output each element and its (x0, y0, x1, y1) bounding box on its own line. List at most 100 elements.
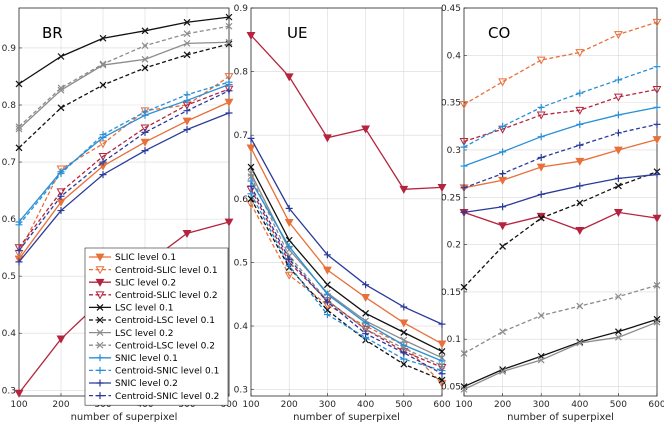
br-y-tick-label: 0.4 (2, 329, 17, 339)
br-series-line (18, 41, 230, 130)
legend: SLIC level 0.1 Centroid-SLIC level 0.1 SLI… (84, 247, 229, 406)
br-data-point (183, 126, 191, 134)
co-data-point (499, 328, 507, 336)
ue-data-point (400, 360, 408, 368)
ue-y-tick-label: 0.3 (234, 386, 248, 396)
legend-marker (96, 329, 104, 337)
ue-series-line (250, 34, 443, 190)
co-series-line (463, 171, 658, 288)
co-data-point (537, 154, 545, 162)
ue-series-slic-level-0-2 (246, 31, 447, 194)
co-series-line (463, 88, 658, 143)
ue-data-point (437, 183, 447, 193)
br-data-point (15, 125, 23, 133)
br-series-centroid-lsc-level-0-2 (15, 22, 233, 131)
ue-y-tick-label: 0.5 (234, 258, 248, 268)
legend-label: Centroid-SLIC level 0.2 (115, 291, 218, 301)
ue-x-tick-label: 300 (319, 400, 336, 410)
legend-marker (95, 266, 105, 275)
ue-data-point (438, 357, 446, 365)
co-y-tick-label: 0.4 (447, 51, 462, 61)
br-data-point (183, 18, 191, 26)
co-y-tick-label: 0.35 (441, 99, 461, 109)
legend-label: Centroid-SNIC level 0.1 (115, 367, 219, 377)
br-data-point (56, 335, 66, 344)
co-data-point (460, 208, 468, 216)
ue-data-point (400, 303, 408, 311)
co-data-point (499, 203, 507, 211)
co-data-point (498, 78, 508, 87)
ue-data-point (400, 328, 408, 336)
ue-data-point (285, 262, 293, 270)
co-data-point (614, 328, 622, 336)
co-data-point (537, 133, 545, 141)
co-series-centroid-snic-level-0-1 (460, 63, 661, 151)
legend-entry: Centroid-LSC level 0.1 (89, 316, 215, 326)
co-y-tick-label: 0.45 (441, 4, 461, 14)
co-data-point (576, 89, 584, 97)
br-data-point (224, 218, 234, 227)
co-panel: 100 200 300 400 500 600 0.05 0.1 0.15 0.2 0.25 0.3 0… (441, 4, 664, 423)
ue-series-line (250, 198, 443, 381)
br-x-axis-label: number of superpixel (71, 412, 178, 423)
ue-series-centroid-lsc-level-0-1 (247, 195, 446, 384)
co-data-point (575, 49, 585, 58)
br-data-point (141, 27, 149, 35)
co-x-tick-label: 300 (533, 400, 550, 410)
br-data-point (225, 109, 233, 117)
br-series-lsc-level-0-2 (15, 38, 233, 133)
ue-data-point (247, 182, 255, 190)
br-data-point (225, 78, 233, 86)
br-series-centroid-lsc-level-0-1 (15, 40, 233, 152)
br-data-point (57, 169, 65, 177)
br-data-point (99, 60, 107, 68)
br-data-point (57, 53, 65, 60)
co-data-point (499, 170, 507, 178)
ue-data-point (399, 185, 409, 194)
co-x-tick-label: 100 (455, 400, 472, 410)
co-data-point (613, 31, 623, 40)
ue-data-point (399, 319, 409, 328)
legend-label: LSC level 0.2 (115, 329, 173, 339)
co-series-snic-level-0-2 (460, 171, 661, 216)
co-data-point (576, 141, 584, 149)
legend-marker (96, 316, 104, 324)
co-data-point (498, 176, 508, 185)
co-data-point (576, 302, 584, 310)
legend-entry: Centroid-SLIC level 0.1 (89, 266, 218, 276)
br-series-line (18, 43, 230, 149)
br-panel: 1002003004005006000.30.40.50.60.70.80.9n… (2, 7, 238, 423)
ue-data-point (438, 370, 446, 378)
ue-x-tick-label: 400 (357, 400, 374, 410)
legend-entry: LSC level 0.2 (89, 329, 173, 339)
co-x-tick-label: 200 (494, 400, 511, 410)
ue-data-point (323, 298, 331, 306)
br-data-point (99, 34, 107, 42)
co-data-point (576, 199, 584, 207)
ue-data-point (438, 320, 446, 328)
ue-data-point (438, 376, 446, 384)
br-data-point (15, 123, 23, 131)
co-data-point (653, 281, 661, 289)
br-series-centroid-snic-level-0-2 (15, 87, 233, 254)
co-data-point (536, 56, 546, 65)
co-series-lsc-level-0-2 (460, 318, 661, 393)
br-series-line (18, 112, 230, 263)
br-series-centroid-snic-level-0-1 (15, 78, 233, 229)
ue-series-lsc-level-0-1 (247, 163, 446, 355)
co-data-point (613, 209, 623, 218)
co-data-point (499, 366, 507, 373)
ue-data-point (285, 204, 293, 212)
co-data-point (653, 318, 661, 326)
ue-data-point (438, 348, 446, 355)
co-data-point (653, 63, 661, 71)
co-axes (463, 7, 658, 397)
co-data-point (614, 174, 622, 182)
ue-y-tick-label: 0.7 (234, 131, 248, 141)
ue-x-tick-label: 500 (395, 400, 412, 410)
ue-data-point (362, 330, 370, 338)
ue-series-centroid-slic-level-0-2 (246, 185, 447, 373)
ue-x-axis-label: number of superpixel (293, 412, 400, 423)
br-data-point (225, 22, 233, 30)
ue-data-point (285, 255, 293, 263)
